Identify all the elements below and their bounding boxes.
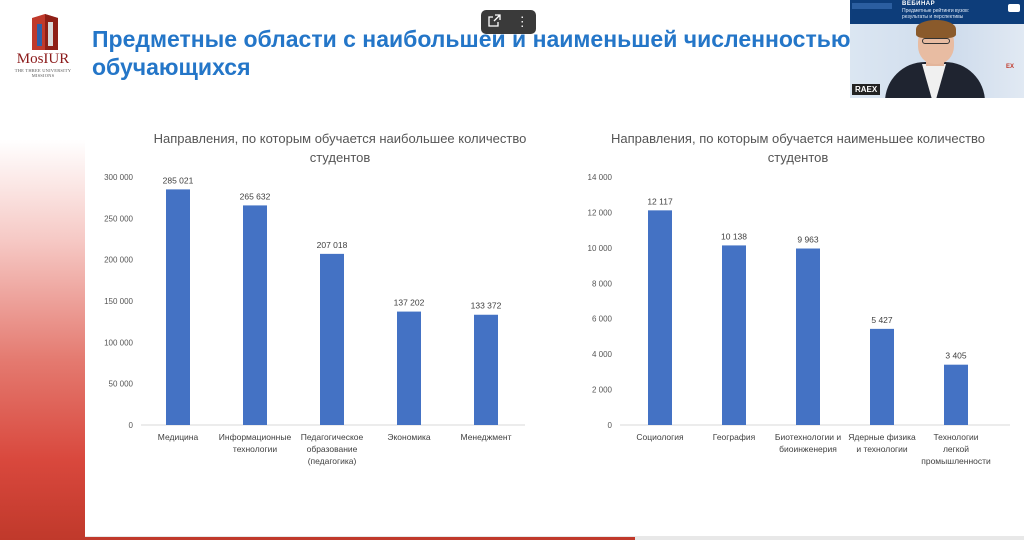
category-label-line: Социология	[636, 432, 684, 442]
y-tick-label-smallest: 12 000	[588, 208, 613, 217]
category-label-line: Биотехнологии и	[775, 432, 841, 442]
y-tick-label-smallest: 0	[608, 421, 613, 430]
bar-largest	[166, 189, 190, 425]
data-label-smallest: 5 427	[871, 315, 893, 325]
category-label-largest: Информационные технологии	[219, 432, 292, 454]
category-label-line: промышленности	[921, 456, 991, 466]
y-tick-label-smallest: 14 000	[588, 173, 613, 182]
category-label-smallest: Технологии легкой промышленности	[921, 432, 991, 466]
y-tick-label-largest: 150 000	[104, 297, 133, 306]
y-tick-label-largest: 100 000	[104, 338, 133, 347]
category-label-largest: Педагогическое образование (педагогика)	[301, 432, 364, 466]
bar-smallest	[870, 328, 894, 425]
category-label-line: География	[713, 432, 756, 442]
category-label-line: Технологии	[933, 432, 978, 442]
category-label-line: Экономика	[387, 432, 431, 442]
category-label-smallest: Биотехнологии и биоинженерия	[775, 432, 841, 454]
bar-largest	[320, 253, 344, 425]
category-label-smallest: Социология	[636, 432, 684, 442]
y-tick-label-largest: 0	[129, 421, 134, 430]
data-label-largest: 133 372	[471, 301, 502, 311]
bar-chart-smallest: 0 2 000 4 000 6 000 8 000 10 000 12 000 14 000 1…	[588, 173, 1010, 466]
bar-smallest	[648, 210, 672, 425]
bar-largest	[474, 314, 498, 425]
bar-smallest	[796, 248, 820, 425]
bar-chart-largest: 0 50 000 100 000 150 000 200 000 250 000 300 0…	[104, 173, 525, 466]
chart-title-smallest: Направления, по которым обучается наимен…	[610, 131, 986, 165]
category-label-line: Информационные	[219, 432, 292, 442]
webcam-banner-subtitle: Предметные рейтинги вузов: результаты и …	[902, 8, 970, 20]
data-label-largest: 137 202	[394, 298, 425, 308]
webcam-tag: RAEX	[852, 84, 881, 95]
banner-badge	[852, 3, 892, 9]
data-label-smallest: 12 117	[647, 196, 673, 206]
data-label-largest: 265 632	[240, 191, 271, 201]
bar-largest	[397, 311, 421, 425]
y-tick-label-largest: 200 000	[104, 256, 133, 265]
logo-subtitle: THE THREE UNIVERSITY MISSIONS	[14, 68, 72, 78]
left-decorative-gradient	[0, 140, 85, 540]
y-tick-label-smallest: 6 000	[592, 315, 613, 324]
category-label-largest: Медицина	[158, 432, 199, 442]
y-tick-label-largest: 50 000	[109, 380, 134, 389]
category-label-line: Менеджмент	[461, 432, 512, 442]
mosiur-logo	[10, 12, 80, 82]
data-label-largest: 285 021	[163, 175, 194, 185]
category-label-line: Медицина	[158, 432, 199, 442]
more-vertical-icon[interactable]: ⋮	[515, 14, 529, 29]
video-progress-played[interactable]	[85, 537, 635, 540]
category-label-line: Педагогическое	[301, 432, 364, 442]
presenter-glasses	[922, 38, 950, 44]
logo-building-icon	[32, 14, 58, 50]
bar-largest	[243, 205, 267, 425]
share-icon[interactable]	[488, 14, 501, 30]
y-tick-label-smallest: 2 000	[592, 386, 613, 395]
webcam-feed: ВЕБИНАР Предметные рейтинги вузов: резул…	[850, 0, 1024, 98]
logo-text: MosIUR	[16, 51, 70, 67]
webcam-side-text: ЕХ	[1005, 64, 1014, 70]
webcam-banner-title: ВЕБИНАР	[902, 1, 936, 7]
category-label-line: биоинженерия	[779, 444, 837, 454]
data-label-smallest: 3 405	[945, 351, 967, 361]
data-label-largest: 207 018	[317, 240, 348, 250]
slide-title: Предметные области с наибольшей и наимен…	[92, 26, 851, 80]
category-label-smallest: Ядерные физика и технологии	[848, 432, 916, 454]
y-tick-label-largest: 250 000	[104, 214, 133, 223]
bar-smallest	[944, 364, 968, 425]
bar-smallest	[722, 245, 746, 425]
category-label-line: Ядерные физика	[848, 432, 916, 442]
category-label-line: легкой	[943, 444, 969, 454]
data-label-smallest: 9 963	[797, 235, 819, 245]
category-label-largest: Экономика	[387, 432, 431, 442]
presenter-hair	[916, 20, 956, 38]
y-tick-label-largest: 300 000	[104, 173, 133, 182]
y-tick-label-smallest: 8 000	[592, 279, 613, 288]
category-label-line: технологии	[233, 444, 277, 454]
data-label-smallest: 10 138	[721, 231, 747, 241]
category-label-line: (педагогика)	[308, 456, 357, 466]
y-tick-label-smallest: 4 000	[592, 350, 613, 359]
video-overlay-controls: ⋮	[481, 10, 536, 34]
category-label-smallest: География	[713, 432, 756, 442]
category-label-line: и технологии	[856, 444, 908, 454]
category-label-largest: Менеджмент	[461, 432, 512, 442]
y-tick-label-smallest: 10 000	[588, 244, 613, 253]
category-label-line: образование	[307, 444, 358, 454]
banner-logo-icon	[1008, 4, 1020, 12]
chart-title-largest: Направления, по которым обучается наибол…	[153, 131, 527, 165]
